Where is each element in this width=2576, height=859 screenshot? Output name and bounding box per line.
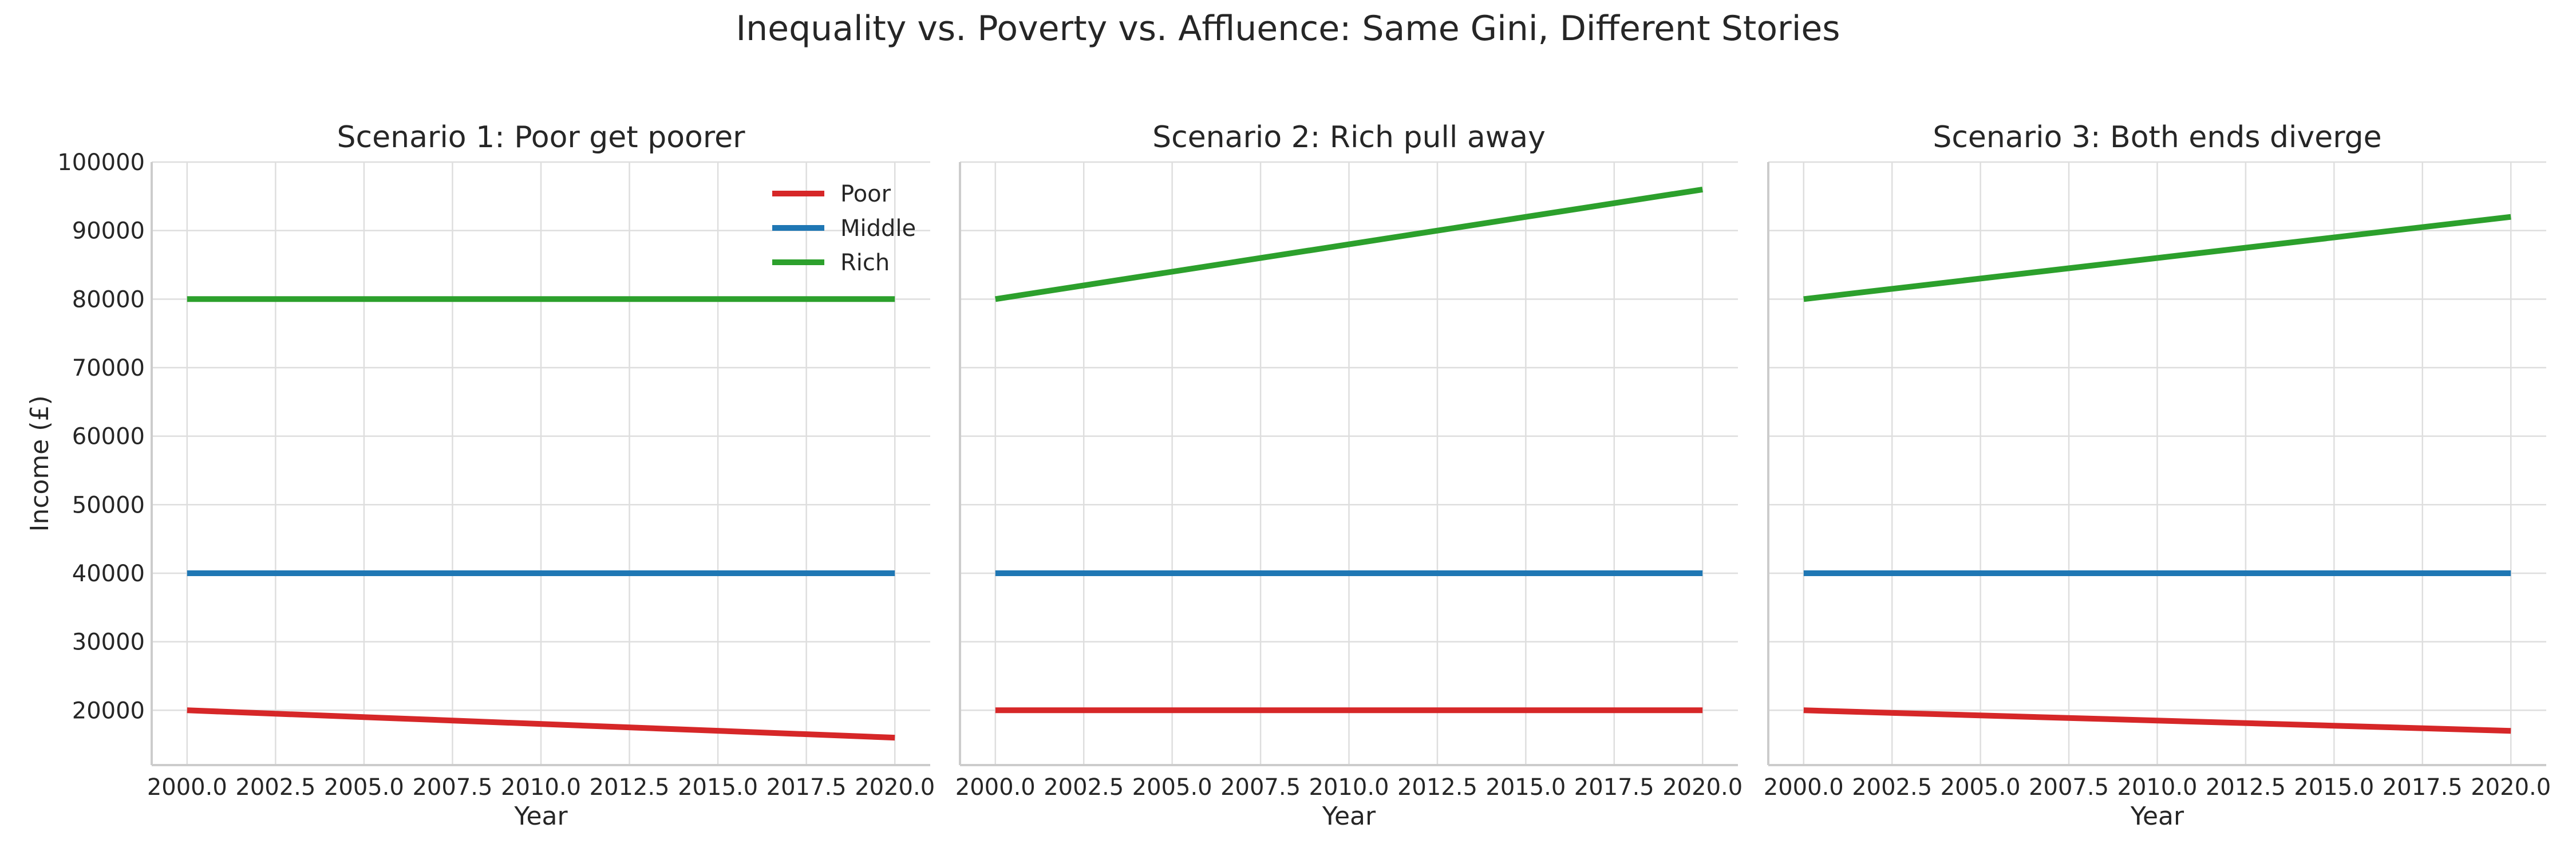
legend-label-rich: Rich: [840, 250, 890, 276]
y-tick-label: 40000: [72, 561, 145, 587]
y-tick-label: 50000: [72, 492, 145, 518]
x-tick-label: 2015.0: [2294, 774, 2374, 801]
y-tick-label: 80000: [72, 286, 145, 313]
x-tick-label: 2000.0: [147, 774, 227, 801]
x-tick-label: 2017.5: [1574, 774, 1654, 801]
x-tick-label: 2005.0: [324, 774, 404, 801]
x-tick-label: 2000.0: [955, 774, 1036, 801]
x-tick-label: 2015.0: [1485, 774, 1566, 801]
x-tick-label: 2002.5: [1852, 774, 1932, 801]
y-tick-label: 60000: [72, 424, 145, 450]
x-tick-label: 2020.0: [855, 774, 935, 801]
y-tick-label: 70000: [72, 355, 145, 381]
x-tick-label: 2010.0: [2117, 774, 2198, 801]
y-tick-label: 100000: [57, 149, 145, 176]
y-axis-label: Income (£): [25, 395, 54, 531]
series-line-rich: [995, 186, 1703, 302]
x-tick-label: 2005.0: [1941, 774, 2021, 801]
legend-label-poor: Poor: [840, 181, 891, 207]
y-tick-label: 20000: [72, 698, 145, 724]
panel-3: 2000.0 2002.5 2005.0 2007.5 2010.0 2012.5 2015…: [1764, 120, 2551, 831]
x-tick-label: 2007.5: [412, 774, 492, 801]
x-tick-label: 2002.5: [1044, 774, 1124, 801]
x-tick-label: 2000.0: [1764, 774, 1844, 801]
panel-title: Scenario 2: Rich pull away: [1152, 120, 1546, 155]
series-line-rich: [1803, 214, 2511, 302]
x-tick-label: 2012.5: [590, 774, 670, 801]
x-tick-label: 2005.0: [1132, 774, 1212, 801]
x-tick-label: 2010.0: [1309, 774, 1389, 801]
panel-2: 2000.0 2002.5 2005.0 2007.5 2010.0 2012.5 2015…: [955, 120, 1743, 831]
legend: Poor Middle Rich: [772, 181, 916, 276]
y-tick-label: 90000: [72, 218, 145, 245]
series-line-poor: [187, 707, 895, 741]
panel-title: Scenario 3: Both ends diverge: [1933, 120, 2381, 155]
panel-title: Scenario 1: Poor get poorer: [337, 120, 746, 155]
x-axis-label: Year: [2130, 802, 2184, 831]
x-axis-label: Year: [1322, 802, 1376, 831]
y-tick-label: 30000: [72, 629, 145, 656]
x-tick-label: 2020.0: [1662, 774, 1743, 801]
x-tick-label: 2002.5: [235, 774, 315, 801]
x-tick-label: 2017.5: [767, 774, 847, 801]
x-tick-label: 2017.5: [2383, 774, 2463, 801]
series-line-poor: [1803, 707, 2511, 734]
x-tick-label: 2012.5: [2206, 774, 2286, 801]
x-tick-label: 2010.0: [501, 774, 581, 801]
x-tick-label: 2007.5: [1220, 774, 1301, 801]
panel-1: 2000.0 2002.5 2005.0 2007.5 2010.0 2012.5 2015…: [25, 120, 935, 831]
x-tick-label: 2007.5: [2029, 774, 2109, 801]
x-tick-label: 2020.0: [2471, 774, 2551, 801]
x-tick-label: 2015.0: [678, 774, 758, 801]
x-tick-label: 2012.5: [1397, 774, 1477, 801]
x-axis-label: Year: [513, 802, 568, 831]
figure-title: Inequality vs. Poverty vs. Affluence: Sa…: [736, 9, 1840, 49]
legend-label-middle: Middle: [840, 215, 916, 242]
